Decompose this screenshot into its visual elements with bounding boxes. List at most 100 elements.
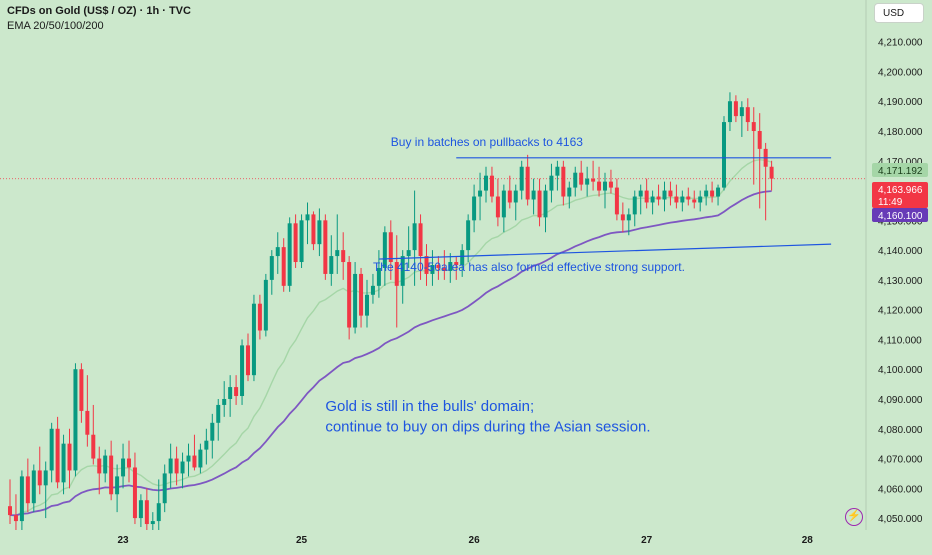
price-tag-label: 4,160.100 (878, 211, 923, 222)
candle-body (585, 178, 590, 185)
candle-body (638, 190, 643, 197)
candle-body (132, 467, 137, 519)
candle-body (240, 345, 245, 397)
candle-body (67, 443, 72, 471)
annotation-text: continue to buy on dips during the Asian… (325, 419, 650, 436)
candle-body (210, 422, 215, 441)
candle-body (525, 166, 530, 200)
candle-body (442, 267, 447, 271)
candle-body (61, 443, 66, 483)
candle-body (460, 250, 465, 265)
candle-body (246, 345, 250, 376)
candle-body (472, 196, 477, 221)
candle-body (507, 190, 512, 203)
time-tick-label: 28 (802, 535, 814, 546)
candle-body (519, 166, 524, 191)
candle-body (579, 172, 584, 185)
price-tag-countdown: 11:49 (878, 197, 903, 208)
candle-body (698, 196, 703, 203)
candle-body (359, 273, 364, 316)
candle-body (567, 187, 572, 197)
candle-body (424, 256, 429, 274)
candle-body (323, 220, 328, 274)
candle-body (614, 187, 619, 215)
candle-body (257, 303, 262, 331)
candle-body (263, 279, 268, 331)
price-tick-label: 4,100.000 (878, 365, 923, 376)
candle-body (436, 265, 441, 268)
currency-button[interactable]: USD (874, 3, 924, 23)
candle-body (448, 262, 453, 271)
time-tick-label: 23 (117, 535, 129, 546)
candle-body (49, 428, 54, 471)
candle-body (25, 476, 30, 504)
candle-body (305, 214, 310, 221)
candle-body (121, 458, 126, 477)
candle-body (710, 190, 715, 197)
candle-body (650, 196, 655, 203)
candle-body (109, 455, 114, 495)
price-tick-label: 4,070.000 (878, 455, 923, 466)
candle-body (192, 455, 197, 468)
candle-body (251, 303, 256, 376)
price-tag-bg (872, 163, 928, 177)
candle-body (269, 256, 274, 280)
candle-body (769, 166, 774, 179)
candle-body (204, 440, 209, 450)
candle-body (484, 175, 488, 191)
candle-body (168, 458, 173, 474)
candle-body (144, 500, 149, 525)
candle-body (370, 285, 375, 295)
price-tick-label: 4,110.000 (878, 335, 922, 346)
lightning-icon[interactable]: ⚡ (845, 508, 863, 526)
support-line (378, 243, 832, 260)
candle-body (591, 178, 596, 182)
candle-body (293, 223, 298, 263)
candle-body (751, 122, 756, 132)
candle-body (138, 500, 143, 519)
candle-body (216, 404, 221, 423)
price-tag-label: 4,171.192 (878, 166, 923, 177)
annotation-text: Gold is still in the bulls' domain; (325, 398, 534, 415)
candle-body (85, 410, 90, 435)
candle-body (722, 122, 726, 188)
candle-body (489, 175, 494, 197)
candle-body (513, 190, 518, 203)
candle-body (376, 267, 381, 286)
price-axis-background (866, 0, 932, 550)
candle-body (466, 220, 471, 251)
candle-body (656, 196, 661, 200)
candle-body (162, 473, 167, 504)
candle-body (13, 515, 18, 522)
candle-body (573, 172, 578, 188)
time-tick-label: 26 (469, 535, 481, 546)
price-tag-bg (872, 182, 928, 208)
candle-body (222, 398, 227, 405)
candle-body (127, 458, 131, 468)
candle-body (668, 190, 673, 197)
candle-body (406, 250, 411, 257)
candle-body (620, 214, 625, 221)
candle-body (19, 476, 24, 522)
candle-body (418, 223, 423, 257)
candle-body (632, 196, 637, 215)
candle-body (198, 449, 203, 468)
candle-body (103, 455, 108, 474)
price-tag-bg (872, 208, 928, 222)
indicator-legend[interactable]: EMA 20/50/100/200 (7, 20, 104, 32)
candle-body (150, 521, 155, 525)
candle-body (79, 369, 84, 411)
candle-body (186, 455, 191, 462)
candle-body (341, 250, 346, 263)
candle-body (281, 247, 286, 286)
candle-body (537, 190, 542, 218)
candle-body (549, 175, 554, 191)
price-tick-label: 4,210.000 (878, 38, 923, 49)
candle-body (228, 387, 233, 399)
time-tick-label: 27 (641, 535, 653, 546)
candle-body (299, 220, 304, 263)
time-axis-ticks: 23 25 26 27 28 (117, 535, 813, 546)
candle-body (115, 476, 120, 495)
